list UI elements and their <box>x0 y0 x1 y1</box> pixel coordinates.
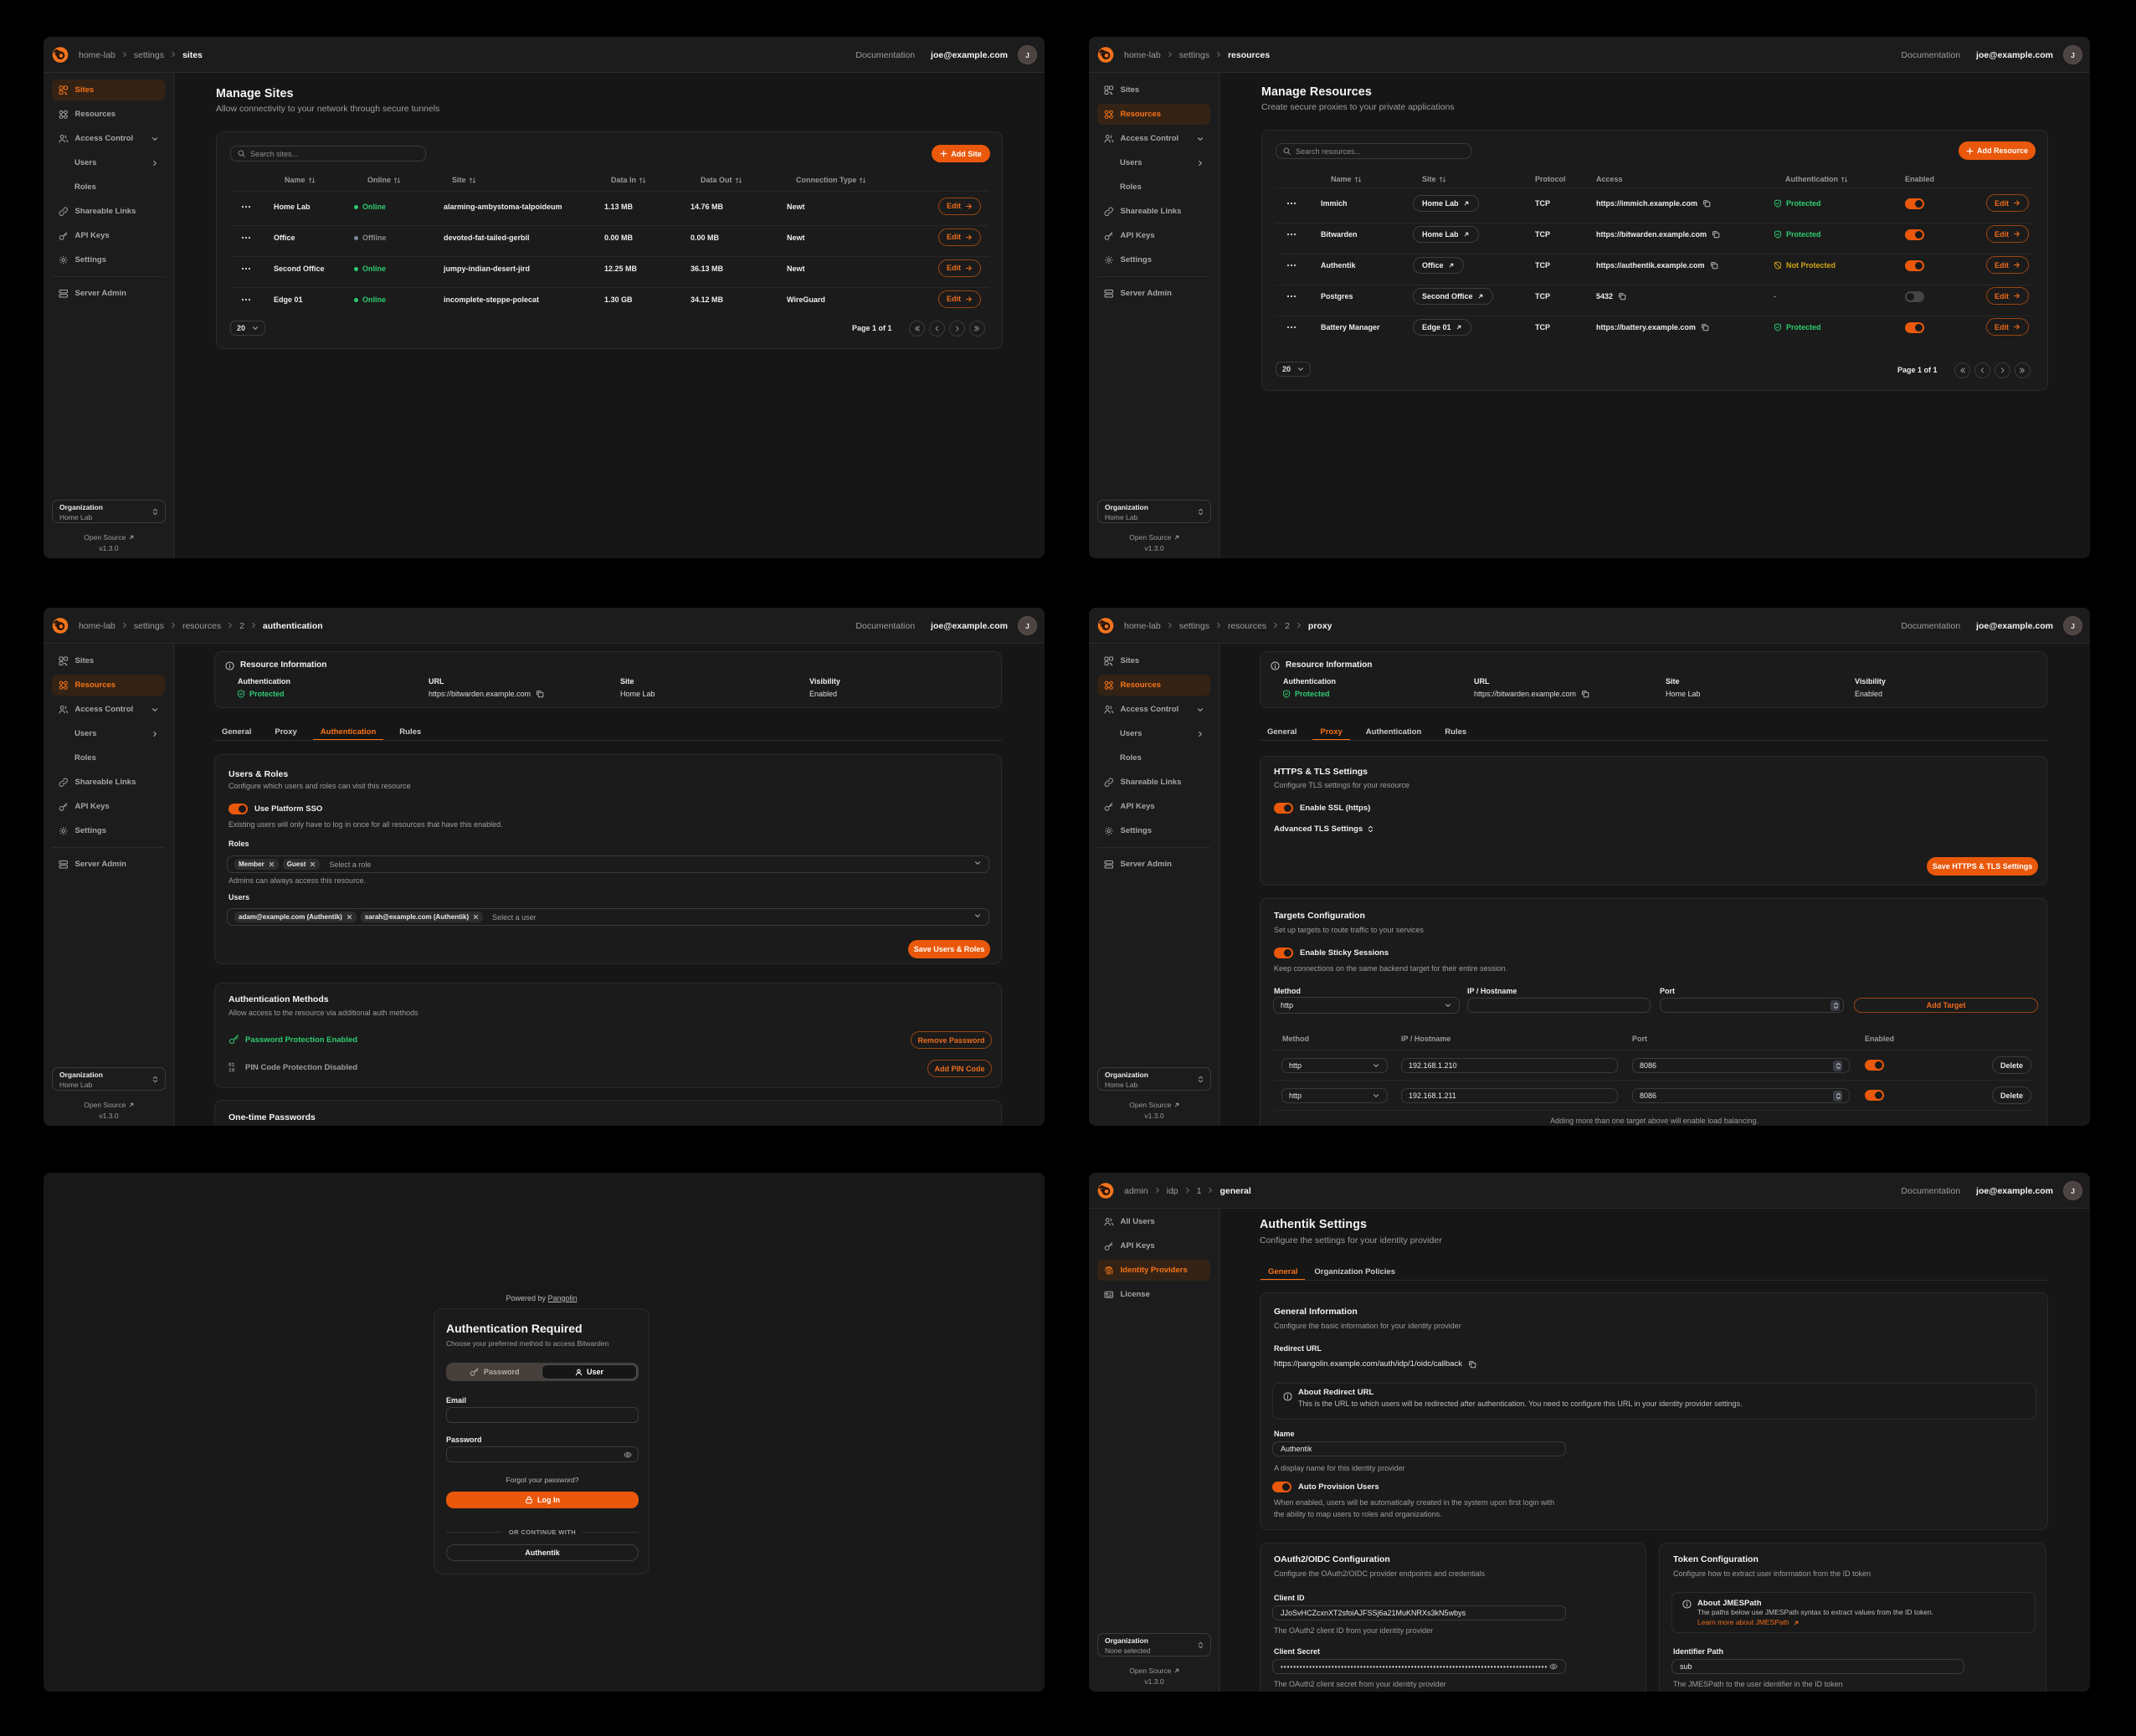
svg-text:01: 01 <box>228 1062 235 1068</box>
svg-text:10: 10 <box>228 1067 235 1072</box>
